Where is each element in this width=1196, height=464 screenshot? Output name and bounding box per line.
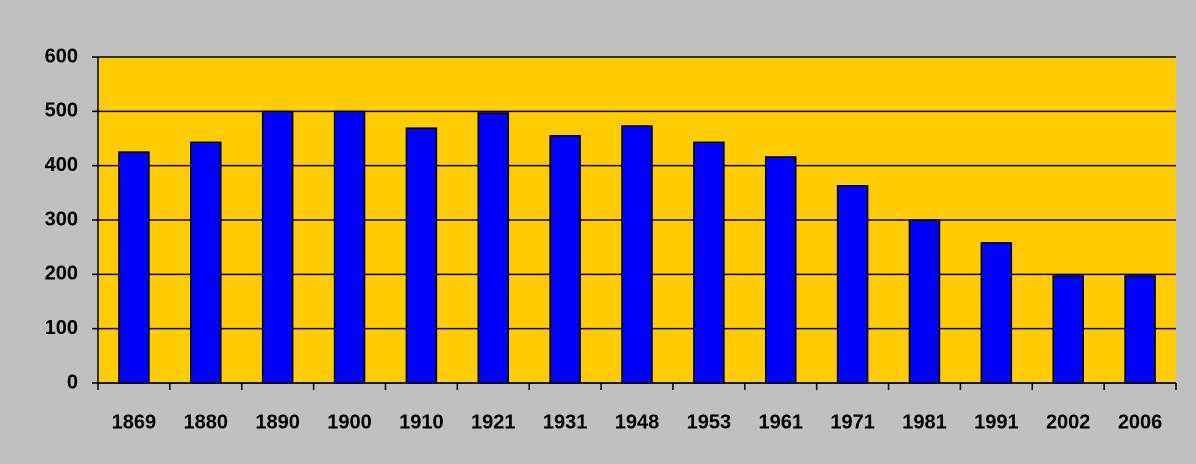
y-tick-label: 200 (45, 263, 78, 285)
x-tick-label: 1961 (758, 411, 803, 433)
bar (836, 185, 869, 384)
x-tick-label: 1880 (184, 411, 229, 433)
y-tick-label: 400 (45, 154, 78, 176)
x-tick-label: 1948 (615, 411, 660, 433)
x-tick-label: 1931 (543, 411, 588, 433)
bar (333, 110, 366, 384)
x-tick-label: 1971 (830, 411, 875, 433)
x-tick-label: 1981 (902, 411, 947, 433)
x-tick-label: 1890 (255, 411, 300, 433)
bar (549, 135, 581, 384)
x-tick-label: 1869 (112, 411, 157, 433)
x-tick-label: 1921 (471, 411, 516, 433)
x-tick-label: 2002 (1046, 411, 1091, 433)
y-tick-label: 0 (67, 371, 78, 393)
bar (1052, 275, 1084, 384)
bar (764, 156, 797, 384)
bar (908, 219, 941, 384)
bar (477, 112, 510, 384)
bar (190, 141, 222, 384)
y-tick-label: 500 (45, 100, 78, 122)
x-tick-label: 1991 (974, 411, 1019, 433)
x-tick-label: 1953 (687, 411, 732, 433)
y-tick-label: 100 (45, 317, 78, 339)
bar (980, 242, 1013, 384)
bar (621, 125, 653, 384)
y-tick-label: 300 (45, 208, 78, 230)
x-tick-label: 2006 (1118, 411, 1163, 433)
bar (261, 110, 294, 384)
bar (693, 141, 725, 384)
bar (1124, 275, 1156, 384)
y-tick-label: 600 (45, 45, 78, 67)
x-tick-label: 1910 (399, 411, 444, 433)
bar (118, 151, 150, 384)
x-tick-label: 1900 (327, 411, 372, 433)
bar (405, 127, 438, 384)
